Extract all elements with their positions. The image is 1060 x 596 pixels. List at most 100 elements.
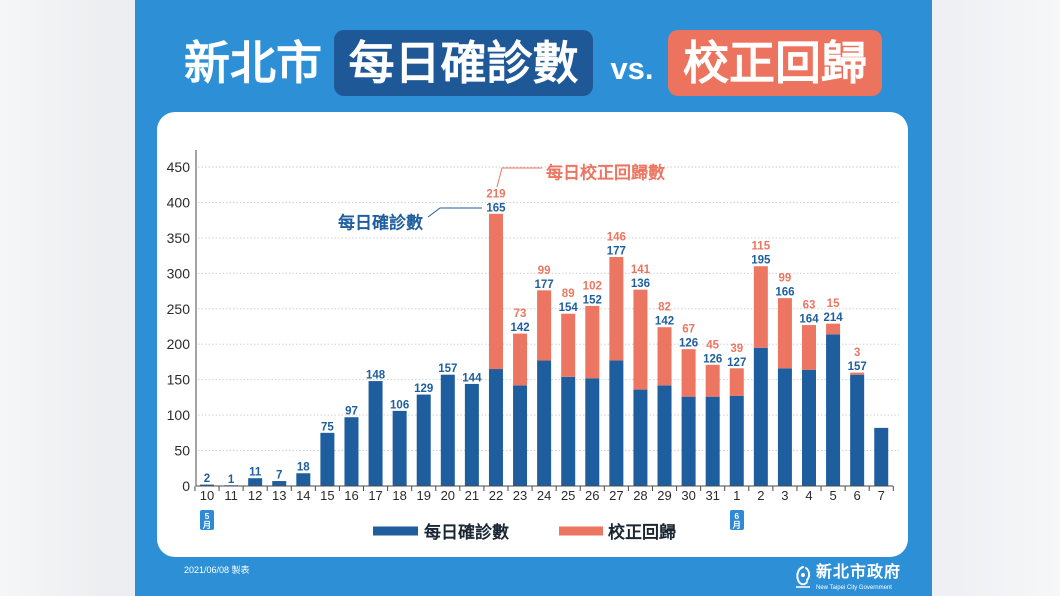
bar-confirmed-24 [537, 360, 552, 486]
bar-confirmed-2 [753, 347, 768, 486]
bar-confirmed-25 [561, 376, 576, 486]
x-tick-label-7: 7 [878, 488, 885, 503]
bar-confirmed-5 [826, 334, 841, 486]
bar-correction-6 [850, 372, 865, 375]
value-label-confirmed-30: 126 [679, 338, 698, 350]
callout-confirmed-text: 每日確診數 [338, 213, 423, 233]
bar-correction-3 [777, 298, 792, 369]
x-tick-label-23: 23 [513, 488, 527, 503]
value-label-confirmed-23: 142 [510, 322, 529, 334]
x-tick-label-13: 13 [272, 488, 286, 503]
bar-correction-22 [488, 213, 503, 370]
y-tick-label: 200 [167, 336, 191, 352]
bar-confirmed-13 [272, 481, 287, 486]
value-label-confirmed-4: 164 [799, 314, 819, 326]
value-label-correction-26: 102 [583, 280, 602, 292]
x-tick-label-6: 6 [854, 488, 861, 503]
logo-name: 新北市政府 [816, 564, 902, 581]
bar-confirmed-1 [729, 395, 744, 486]
value-label-correction-2: 115 [752, 241, 771, 253]
y-axis-tick-labels: 0 50 100 150 200 250 300 350 400 450 [167, 159, 191, 494]
bar-correction-1 [729, 368, 744, 396]
value-label-correction-5: 15 [827, 298, 840, 310]
x-tick-label-11: 11 [224, 488, 238, 503]
bar-confirmed-6 [850, 374, 865, 486]
bar-correction-5 [826, 323, 841, 335]
value-label-correction-27: 146 [607, 232, 626, 244]
x-tick-label-3: 3 [781, 488, 788, 503]
y-tick-label: 300 [167, 265, 191, 281]
value-label-confirmed-25: 154 [559, 302, 579, 314]
bar-confirmed-17 [368, 381, 383, 486]
x-tick-label-1: 1 [733, 488, 740, 503]
x-tick-label-2: 2 [757, 488, 764, 503]
date-note: 2021/06/08 製表 [184, 565, 250, 575]
value-label-confirmed-3: 166 [775, 287, 794, 299]
bar-confirmed-26 [585, 378, 600, 486]
x-tick-label-30: 30 [681, 488, 695, 503]
bar-confirmed-23 [513, 385, 528, 486]
value-label-confirmed-20: 157 [438, 363, 457, 375]
legend-label-correction: 校正回歸 [608, 522, 676, 542]
bar-correction-25 [561, 313, 576, 377]
x-tick-label-24: 24 [537, 488, 551, 503]
title-confirmed-badge: 每日確診數 [334, 30, 593, 96]
value-label-confirmed-1: 127 [727, 357, 746, 369]
value-label-correction-31: 45 [706, 339, 719, 351]
bar-confirmed-7 [874, 427, 889, 486]
value-label-confirmed-2: 195 [751, 255, 771, 267]
bar-confirmed-31 [705, 396, 720, 486]
bar-correction-31 [705, 364, 720, 397]
value-label-correction-28: 141 [631, 264, 651, 276]
value-label-confirmed-14: 18 [297, 462, 310, 474]
value-label-confirmed-26: 152 [583, 294, 602, 306]
x-axis-ticks: 10 11 12 13 14 15 16 17 18 19 20 21 22 23 24 25 26 27 28 29… [194, 486, 894, 503]
value-label-confirmed-12: 11 [249, 467, 262, 479]
bar-confirmed-21 [464, 383, 479, 486]
bar-confirmed-20 [440, 374, 455, 486]
bar-confirmed-4 [802, 369, 816, 486]
legend-swatch-correction [559, 526, 603, 536]
title-vs: vs. [610, 51, 654, 86]
y-tick-label: 150 [167, 372, 191, 388]
value-label-correction-1: 39 [730, 343, 743, 355]
value-label-correction-24: 99 [538, 265, 551, 277]
y-tick-label: 400 [167, 194, 191, 210]
bar-confirmed-30 [681, 396, 696, 486]
y-tick-label: 100 [167, 407, 191, 423]
x-tick-label-25: 25 [561, 488, 575, 503]
y-tick-label: 0 [182, 478, 190, 494]
value-label-confirmed-27: 177 [607, 246, 626, 258]
x-tick-label-22: 22 [489, 488, 503, 503]
callout-leader-line [427, 207, 482, 218]
x-tick-label-12: 12 [248, 488, 262, 503]
value-label-correction-6: 3 [854, 347, 860, 359]
callout-leader-line [496, 167, 542, 188]
bar-correction-29 [657, 327, 672, 386]
bars [200, 213, 889, 486]
value-label-confirmed-18: 106 [390, 399, 409, 411]
x-tick-label-27: 27 [609, 488, 623, 503]
y-tick-label: 50 [174, 443, 190, 459]
x-tick-label-31: 31 [705, 488, 719, 503]
bar-confirmed-14 [296, 473, 311, 486]
legend-item-confirmed: 每日確診數 [373, 522, 509, 542]
value-label-correction-22: 219 [486, 188, 505, 200]
bar-correction-23 [513, 333, 528, 386]
bar-confirmed-29 [657, 385, 672, 486]
x-tick-label-17: 17 [368, 488, 382, 503]
x-tick-label-29: 29 [657, 488, 671, 503]
bar-confirmed-19 [416, 394, 431, 486]
callout-correction-text: 每日校正回歸數 [546, 163, 665, 183]
y-tick-label: 250 [167, 301, 191, 317]
x-tick-label-26: 26 [585, 488, 599, 503]
value-label-confirmed-13: 7 [276, 470, 282, 482]
x-tick-label-15: 15 [320, 488, 334, 503]
bar-confirmed-22 [488, 369, 503, 486]
value-label-confirmed-6: 157 [848, 361, 867, 373]
infographic-poster: 新北市 每日確診數 vs. 校正回歸 0 50 100 150 200 250 300 350… [135, 0, 932, 596]
value-label-correction-25: 89 [562, 288, 575, 300]
bar-confirmed-3 [777, 368, 792, 486]
value-label-confirmed-24: 177 [535, 279, 554, 291]
